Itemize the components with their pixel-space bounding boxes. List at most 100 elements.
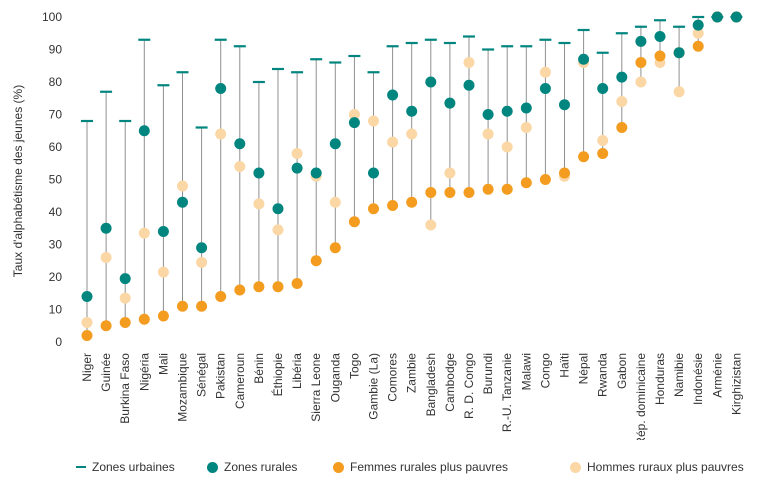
x-tick-label: Togo — [347, 353, 361, 379]
rural-point — [253, 167, 265, 179]
y-ticks: 0 10 20 30 40 50 60 70 80 90 100 — [42, 10, 62, 349]
x-tick-label: Cambodge — [443, 353, 457, 412]
poorest-rural-women-point — [157, 310, 169, 322]
rural-point — [406, 105, 418, 117]
poorest-rural-women-point — [578, 151, 590, 163]
poorest-rural-women-point — [635, 57, 647, 68]
poorest-rural-men-point — [329, 196, 341, 208]
circle-marker-icon — [333, 461, 344, 473]
y-tick-label: 90 — [49, 43, 63, 57]
poorest-rural-women-point — [177, 300, 188, 312]
poorest-rural-women-point — [425, 187, 437, 198]
poorest-rural-men-point — [138, 227, 150, 239]
x-tick-label: Bangladesh — [424, 353, 438, 416]
poorest-rural-women-point — [654, 50, 666, 62]
rural-point — [196, 242, 208, 254]
poorest-rural-men-point — [616, 96, 628, 107]
poorest-rural-men-point — [81, 317, 93, 328]
rural-point — [234, 138, 246, 150]
poorest-rural-women-point — [81, 330, 93, 341]
legend-label-urban: Zones urbaines — [92, 460, 175, 474]
poorest-rural-women-point — [539, 174, 551, 185]
rural-point — [81, 291, 93, 302]
x-tick-label: Gabon — [615, 353, 629, 389]
legend-item-urban: Zones urbaines — [76, 460, 175, 474]
poorest-rural-men-point — [463, 57, 475, 68]
x-tick-label: Indonésie — [691, 353, 705, 405]
rural-point — [272, 203, 284, 215]
rural-point — [329, 138, 341, 150]
circle-marker-icon — [207, 461, 218, 473]
x-tick-label: Haïti — [558, 353, 572, 378]
rural-point — [387, 89, 399, 101]
marks — [81, 11, 743, 341]
rural-point — [635, 35, 647, 47]
y-tick-label: 50 — [49, 173, 63, 187]
x-tick-label: Zambie — [405, 353, 419, 393]
poorest-rural-men-point — [692, 27, 704, 39]
poorest-rural-men-point — [673, 86, 685, 98]
rural-point — [291, 162, 303, 174]
x-tick-label: Bénin — [252, 353, 266, 384]
x-tick-label: Guinée — [99, 353, 113, 392]
x-tick-label: Nigéria — [137, 353, 151, 391]
y-tick-label: 70 — [49, 108, 63, 122]
rural-point — [368, 167, 379, 179]
poorest-rural-men-point — [387, 136, 399, 148]
rural-point — [157, 226, 169, 237]
poorest-rural-men-point — [597, 135, 609, 146]
poorest-rural-women-point — [597, 148, 609, 159]
rural-point — [138, 125, 150, 137]
x-tick-label: Burkina Faso — [118, 353, 132, 424]
x-tick-label: Cameroun — [233, 353, 247, 409]
poorest-rural-women-point — [291, 278, 303, 289]
x-tick-label: Libéria — [290, 353, 304, 389]
poorest-rural-men-point — [444, 167, 456, 179]
legend-item-poorest-rural-women: Femmes rurales plus pauvres — [333, 460, 508, 474]
rural-point — [119, 273, 131, 285]
y-tick-label: 40 — [49, 205, 63, 219]
rural-point — [348, 117, 360, 129]
rural-point — [597, 83, 609, 94]
legend: Zones urbaines Zones rurales Femmes rura… — [0, 460, 762, 490]
x-tick-label: Pakistan — [214, 353, 228, 399]
rural-point — [425, 76, 437, 88]
y-tick-label: 20 — [49, 270, 63, 284]
poorest-rural-men-point — [119, 292, 131, 304]
legend-label-poorest-rural-women: Femmes rurales plus pauvres — [350, 460, 509, 474]
rural-point — [482, 109, 494, 120]
dash-marker-icon — [76, 466, 86, 468]
poorest-rural-women-point — [215, 291, 227, 302]
legend-item-rural: Zones rurales — [207, 460, 297, 474]
stems — [86, 17, 699, 336]
poorest-rural-women-point — [196, 300, 208, 312]
poorest-rural-men-point — [215, 128, 227, 140]
poorest-rural-men-point — [482, 128, 494, 140]
poorest-rural-men-point — [177, 180, 188, 192]
poorest-rural-men-point — [425, 219, 437, 231]
rural-point — [501, 105, 513, 117]
poorest-rural-women-point — [501, 183, 513, 195]
rural-point — [177, 196, 188, 208]
x-tick-label: Honduras — [653, 353, 667, 405]
poorest-rural-men-point — [291, 148, 303, 159]
poorest-rural-women-point — [234, 284, 246, 296]
x-tick-label: R. D. Congo — [462, 353, 476, 419]
poorest-rural-women-point — [329, 242, 341, 254]
rural-point — [673, 47, 685, 59]
y-tick-label: 0 — [55, 335, 62, 349]
circle-marker-icon — [570, 461, 581, 473]
poorest-rural-men-point — [368, 115, 379, 127]
x-tick-label: R.-U. Tanzanie — [500, 353, 514, 432]
legend-label-poorest-rural-men: Hommes ruraux plus pauvres — [587, 460, 744, 474]
poorest-rural-women-point — [119, 317, 131, 328]
x-tick-label: Congo — [538, 353, 552, 389]
poorest-rural-men-point — [100, 252, 112, 263]
poorest-rural-women-point — [253, 281, 265, 293]
y-tick-label: 100 — [42, 10, 62, 24]
poorest-rural-women-point — [444, 187, 456, 198]
rural-point — [578, 53, 590, 65]
legend-item-poorest-rural-men: Hommes ruraux plus pauvres — [570, 460, 744, 474]
poorest-rural-women-point — [387, 200, 399, 211]
poorest-rural-women-point — [348, 216, 360, 228]
